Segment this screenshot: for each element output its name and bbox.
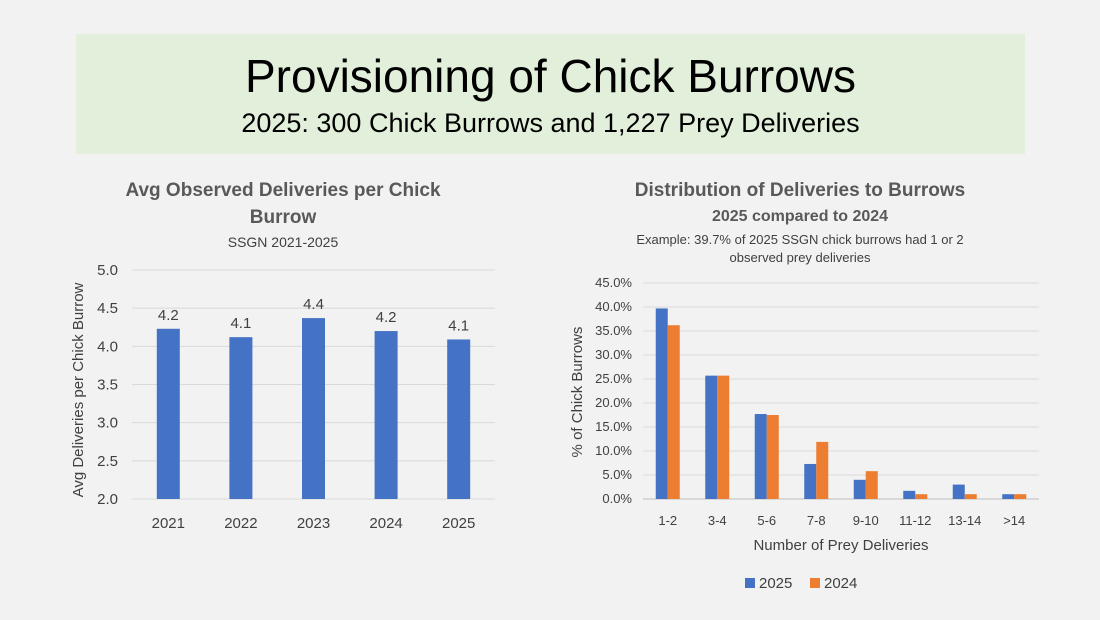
chart2-y-tick: 35.0% [595,323,632,338]
chart1-data-label: 4.1 [448,317,469,334]
legend-label-2024: 2024 [824,575,857,592]
chart1-y-tick: 2.5 [97,453,118,470]
chart1-x-tick: 2025 [442,515,475,532]
chart1-title-line2: Burrow [250,207,317,228]
chart2-y-tick: 15.0% [595,419,632,434]
chart1-data-label: 4.4 [303,296,324,313]
chart2-bar-2025 [705,375,718,499]
chart2-x-tick: 11-12 [899,513,931,528]
chart1-x-tick: 2022 [224,515,257,532]
chart2-y-tick: 20.0% [595,395,632,410]
chart1-title-line1: Avg Observed Deliveries per Chick [125,180,440,201]
chart2-bar-2025 [804,463,817,499]
chart2-y-tick: 10.0% [595,443,632,458]
chart2-x-tick: 7-8 [807,513,826,528]
chart1-subtitle: SSGN 2021-2025 [228,234,339,250]
chart2-bar-2025 [853,479,866,499]
chart1-bar [302,318,325,499]
chart1-y-tick: 5.0 [97,262,118,279]
chart1-data-label: 4.1 [230,315,251,332]
chart2-legend: 2025 2024 [745,575,857,592]
legend-swatch-2024 [810,578,820,588]
chart2-title: Distribution of Deliveries to Burrows [635,180,965,201]
chart2-x-tick: >14 [1003,513,1025,528]
page-title: Provisioning of Chick Burrows [244,50,856,102]
chart1-y-tick: 2.0 [97,491,118,508]
chart2-note-line2: observed prey deliveries [730,250,871,265]
chart2-x-tick: 13-14 [948,513,981,528]
chart2-bar-2024 [915,494,928,499]
chart2-bar-2024 [717,375,730,499]
chart2-x-axis-label: Number of Prey Deliveries [753,537,928,554]
chart2-y-tick: 40.0% [595,299,632,314]
chart1-bar [229,337,253,499]
chart1-y-tick: 3.5 [97,377,118,394]
chart1-x-tick: 2021 [152,515,185,532]
chart2-subtitle: 2025 compared to 2024 [712,208,888,225]
chart2-bar-2025 [903,490,916,499]
chart2-bar-2024 [964,494,977,499]
chart1-bar [374,331,398,499]
chart1-x-tick: 2023 [297,515,330,532]
legend-label-2025: 2025 [759,575,792,592]
chart2-y-tick: 45.0% [595,275,632,290]
page-subtitle: 2025: 300 Chick Burrows and 1,227 Prey D… [241,108,860,138]
chart2-y-tick: 30.0% [595,347,632,362]
chart2-y-axis-label: % of Chick Burrows [569,327,586,458]
chart2-bar-2024 [865,471,878,499]
chart2-bar-2024 [1014,494,1027,499]
legend-swatch-2025 [745,578,755,588]
chart1-data-label: 4.2 [376,309,397,326]
chart2-y-tick: 25.0% [595,371,632,386]
title-banner: Provisioning of Chick Burrows 2025: 300 … [76,34,1025,154]
chart2-x-tick: 1-2 [658,513,677,528]
chart1-data-label: 4.2 [158,307,179,324]
chart2-bar-2024 [766,415,779,499]
chart2-bar-2024 [816,441,829,499]
chart2-bar-2025 [952,484,965,499]
chart1-y-tick: 4.0 [97,338,118,355]
chart2-x-tick: 3-4 [708,513,727,528]
chart1-bar [447,339,471,499]
chart1-x-tick: 2024 [369,515,402,532]
chart1-y-axis-label: Avg Deliveries per Chick Burrow [70,282,87,497]
chart2-bar-2024 [667,325,680,499]
chart1-y-tick: 3.0 [97,415,118,432]
chart2-bar-2025 [754,414,767,499]
chart2-y-tick: 0.0% [602,491,632,506]
chart2-y-tick: 5.0% [602,467,632,482]
chart2-x-tick: 5-6 [757,513,776,528]
chart1-y-tick: 4.5 [97,300,118,317]
chart1-bar [156,328,180,499]
chart2-bar-2025 [1002,494,1015,499]
chart2-x-tick: 9-10 [853,513,879,528]
chart2-note-line1: Example: 39.7% of 2025 SSGN chick burrow… [636,232,963,247]
chart2-bar-2025 [655,308,668,499]
